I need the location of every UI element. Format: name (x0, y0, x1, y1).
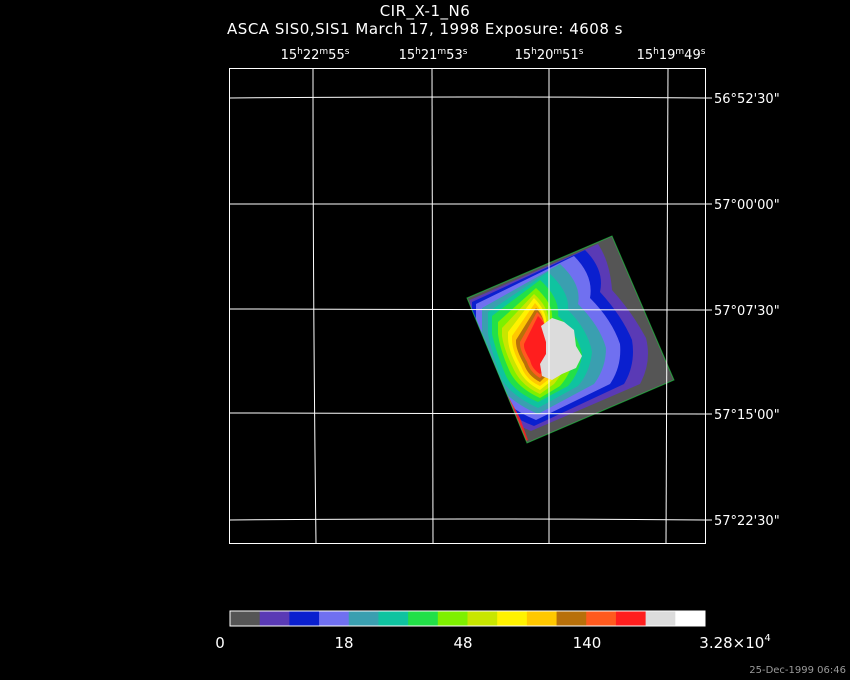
colorbar-label: 18 (334, 634, 353, 652)
colorbar-swatch (259, 611, 290, 626)
colorbar-swatch (615, 611, 647, 626)
ra-tick-label: 15h22m55s (281, 47, 350, 63)
colorbar-swatch (348, 611, 379, 626)
colorbar-swatch (526, 611, 558, 626)
colorbar-swatch (586, 611, 617, 626)
dec-tick-label: 56°52'30" (714, 92, 780, 107)
colorbar-label: 3.28×104 (699, 633, 770, 652)
colorbar-frame (229, 610, 706, 627)
ra-tick-label: 15h21m53s (399, 47, 468, 63)
dec-tick-label: 57°15'00" (714, 408, 780, 423)
colorbar-swatch (408, 611, 439, 626)
colorbar-label: 0 (215, 634, 225, 652)
colorbar-swatch (230, 611, 261, 626)
dec-axis: 56°52'30" 57°00'00" 57°07'30" 57°15'00" 57°2… (705, 92, 780, 529)
image-title: CIR_X-1_N6 (379, 2, 471, 20)
ra-tick-label: 15h20m51s (515, 47, 584, 63)
timestamp-label: 25-Dec-1999 06:46 (749, 665, 846, 676)
colorbar-swatch (497, 611, 528, 626)
colorbar-label: 140 (573, 634, 602, 652)
colorbar-swatch (467, 611, 498, 626)
colorbar (229, 610, 706, 627)
colorbar-swatch (289, 611, 320, 626)
colorbar-swatch (319, 611, 350, 626)
colorbar-label: 48 (453, 634, 472, 652)
image-subtitle: ASCA SIS0,SIS1 March 17, 1998 Exposure: … (227, 20, 623, 38)
colorbar-swatch (675, 611, 706, 626)
colorbar-swatch (437, 611, 468, 626)
plot-frame (229, 68, 706, 544)
dec-tick-label: 57°07'30" (714, 304, 780, 319)
colorbar-labels: 0 18 48 140 3.28×104 (215, 633, 770, 652)
dec-tick-label: 57°00'00" (714, 198, 780, 213)
detector-image (467, 236, 674, 443)
colorbar-swatch (556, 611, 587, 626)
colorbar-swatch (378, 611, 409, 626)
ra-axis: 15h22m55s 15h21m53s 15h20m51s 15h19m49s (281, 47, 706, 63)
ra-tick-label: 15h19m49s (637, 47, 706, 63)
colorbar-swatch (645, 611, 676, 626)
dec-tick-label: 57°22'30" (714, 514, 780, 529)
coordinate-grid (228, 67, 706, 544)
detector-edge (466, 235, 675, 444)
